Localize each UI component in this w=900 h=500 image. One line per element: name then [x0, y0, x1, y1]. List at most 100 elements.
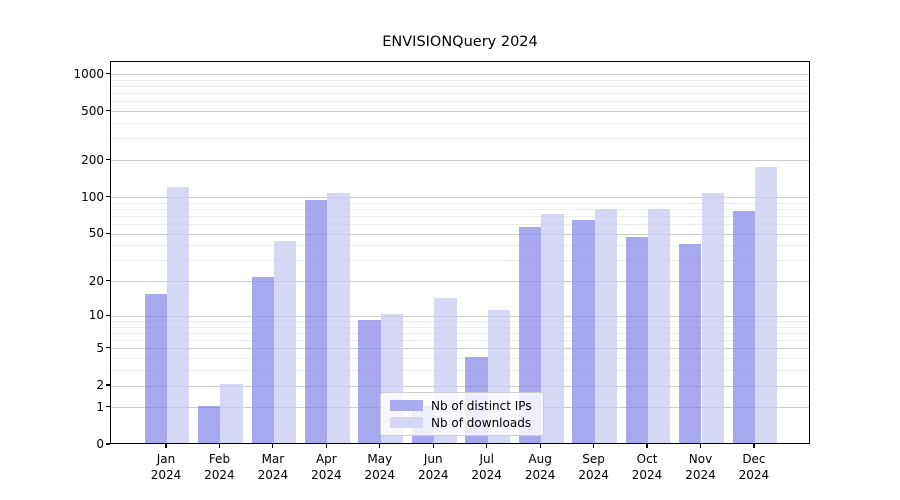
- x-tick-label-may: May 2024: [364, 452, 396, 482]
- legend-entry-distinct-ips: Nb of distinct IPs: [390, 399, 535, 413]
- y-tick-label-2: 2: [96, 378, 104, 393]
- x-tick-label-sep: Sep 2024: [578, 452, 609, 482]
- gridline-6: [111, 340, 809, 342]
- x-tick-mark-may: [379, 444, 381, 448]
- gridline-300: [111, 138, 809, 140]
- y-tick-mark-50: [106, 232, 110, 234]
- bar-downloads-oct: [648, 208, 671, 443]
- gridline-50: [111, 233, 809, 235]
- legend-label-distinct-ips: Nb of distinct IPs: [431, 398, 532, 413]
- bar-distinct-ips-dec: [732, 210, 755, 443]
- bar-downloads-aug: [541, 214, 564, 443]
- x-tick-label-oct: Oct 2024: [631, 452, 663, 482]
- x-tick-mark-sep: [593, 444, 595, 448]
- y-tick-mark-5: [106, 347, 110, 349]
- gridline-8: [111, 326, 809, 328]
- y-tick-label-1000: 1000: [73, 66, 104, 81]
- x-tick-mark-jun: [432, 444, 434, 448]
- legend-entry-downloads: Nb of downloads: [390, 416, 535, 430]
- gridline-3: [111, 370, 809, 372]
- gridline-700: [111, 93, 809, 95]
- gridline-90: [111, 202, 809, 204]
- bar-distinct-ips-sep: [572, 219, 595, 443]
- x-tick-mark-oct: [646, 444, 648, 448]
- legend-swatch-distinct-ips: [390, 400, 423, 411]
- legend: Nb of distinct IPs Nb of downloads: [380, 392, 544, 436]
- bar-downloads-sep: [594, 208, 617, 443]
- x-tick-label-dec: Dec 2024: [738, 452, 770, 482]
- bar-downloads-jan: [167, 186, 190, 443]
- bar-downloads-dec: [754, 166, 778, 443]
- x-tick-label-feb: Feb 2024: [204, 452, 235, 482]
- y-tick-label-500: 500: [81, 103, 104, 118]
- x-tick-label-jul: Jul 2024: [471, 452, 502, 482]
- gridline-4: [111, 358, 809, 360]
- y-tick-label-100: 100: [81, 189, 104, 204]
- y-tick-mark-200: [106, 158, 110, 161]
- bar-downloads-feb: [220, 384, 243, 443]
- y-tick-label-50: 50: [88, 226, 104, 241]
- y-tick-mark-1: [106, 406, 110, 408]
- bar-distinct-ips-mar: [251, 277, 274, 443]
- legend-swatch-downloads: [390, 417, 423, 428]
- plot-area: Nb of distinct IPs Nb of downloads: [110, 61, 810, 444]
- x-tick-mark-jul: [486, 444, 488, 448]
- y-tick-label-1: 1: [96, 399, 104, 414]
- x-tick-label-jun: Jun 2024: [417, 452, 449, 482]
- gridline-9: [111, 321, 809, 323]
- x-tick-label-jan: Jan 2024: [150, 452, 182, 482]
- legend-label-downloads: Nb of downloads: [431, 415, 532, 430]
- gridline-30: [111, 260, 809, 262]
- gridline-5: [111, 348, 809, 350]
- x-tick-label-mar: Mar 2024: [257, 452, 289, 482]
- gridline-20: [111, 281, 809, 283]
- bar-distinct-ips-may: [358, 319, 381, 443]
- bar-distinct-ips-aug: [518, 227, 542, 443]
- y-tick-mark-500: [106, 110, 110, 112]
- y-tick-label-10: 10: [88, 308, 104, 323]
- y-tick-mark-100: [106, 195, 110, 198]
- y-tick-mark-1000: [106, 72, 110, 75]
- gridline-70: [111, 215, 809, 217]
- gridline-500: [111, 111, 809, 113]
- x-tick-label-aug: Aug 2024: [524, 452, 556, 482]
- gridline-600: [111, 101, 809, 103]
- gridline-100: [111, 197, 809, 198]
- y-tick-label-200: 200: [81, 152, 104, 167]
- y-tick-mark-0: [106, 443, 110, 445]
- bar-downloads-nov: [701, 192, 724, 443]
- x-tick-mark-apr: [325, 444, 327, 448]
- x-tick-label-apr: Apr 2024: [311, 452, 342, 482]
- y-tick-label-0: 0: [96, 437, 104, 451]
- chart-title: ENVISIONQuery 2024: [382, 34, 538, 50]
- x-tick-mark-nov: [699, 444, 702, 448]
- y-tick-label-20: 20: [88, 273, 104, 288]
- y-tick-mark-20: [106, 280, 110, 282]
- gridline-200: [111, 160, 809, 162]
- gridline-60: [111, 224, 809, 226]
- bar-distinct-ips-oct: [625, 236, 649, 443]
- bar-distinct-ips-jan: [144, 294, 167, 443]
- bar-downloads-apr: [327, 192, 350, 443]
- gridline-80: [111, 208, 809, 210]
- y-tick-mark-10: [106, 314, 110, 316]
- gridline-40: [111, 245, 809, 247]
- x-tick-mark-dec: [753, 444, 755, 448]
- x-tick-mark-mar: [272, 444, 274, 448]
- x-tick-mark-feb: [218, 444, 221, 448]
- bar-distinct-ips-feb: [198, 405, 221, 443]
- bar-distinct-ips-nov: [679, 243, 702, 443]
- gridline-1000: [111, 74, 809, 75]
- y-tick-label-5: 5: [96, 340, 104, 355]
- gridline-2: [111, 385, 809, 387]
- bar-distinct-ips-apr: [304, 199, 328, 443]
- gridline-400: [111, 123, 809, 125]
- x-tick-label-nov: Nov 2024: [685, 452, 716, 482]
- bar-downloads-mar: [273, 241, 297, 443]
- gridline-7: [111, 332, 809, 334]
- x-tick-mark-aug: [539, 444, 541, 448]
- x-tick-mark-jan: [165, 444, 167, 448]
- gridline-900: [111, 79, 809, 81]
- y-tick-mark-2: [106, 384, 110, 386]
